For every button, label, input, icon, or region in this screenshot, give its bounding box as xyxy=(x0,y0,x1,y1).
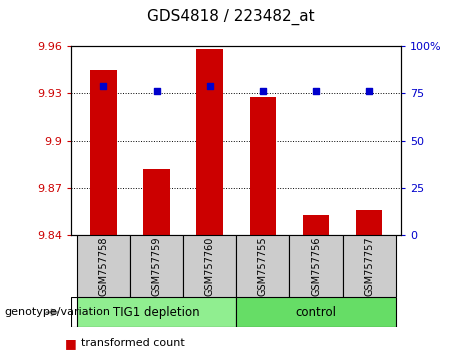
Text: GSM757758: GSM757758 xyxy=(98,236,108,296)
Bar xyxy=(236,235,290,297)
Text: GDS4818 / 223482_at: GDS4818 / 223482_at xyxy=(147,9,314,25)
Bar xyxy=(183,235,236,297)
Bar xyxy=(303,215,329,235)
Text: transformed count: transformed count xyxy=(81,338,184,348)
Text: control: control xyxy=(296,306,337,319)
Point xyxy=(153,88,160,94)
Bar xyxy=(77,297,236,327)
Bar xyxy=(236,297,396,327)
Text: GSM757760: GSM757760 xyxy=(205,237,215,296)
Point xyxy=(100,83,107,88)
Point xyxy=(206,83,213,88)
Bar xyxy=(249,97,276,235)
Text: genotype/variation: genotype/variation xyxy=(5,307,111,318)
Bar xyxy=(196,49,223,235)
Text: ■: ■ xyxy=(65,337,76,350)
Point xyxy=(259,88,266,94)
Bar xyxy=(130,235,183,297)
Point xyxy=(366,88,373,94)
Point xyxy=(312,88,319,94)
Text: GSM757759: GSM757759 xyxy=(152,236,161,296)
Bar xyxy=(90,70,117,235)
Text: TIG1 depletion: TIG1 depletion xyxy=(113,306,200,319)
Bar xyxy=(356,210,383,235)
Bar xyxy=(77,235,130,297)
Text: GSM757755: GSM757755 xyxy=(258,236,268,296)
Bar xyxy=(343,235,396,297)
Bar xyxy=(290,235,343,297)
Text: GSM757757: GSM757757 xyxy=(364,236,374,296)
Bar xyxy=(143,169,170,235)
Text: GSM757756: GSM757756 xyxy=(311,236,321,296)
